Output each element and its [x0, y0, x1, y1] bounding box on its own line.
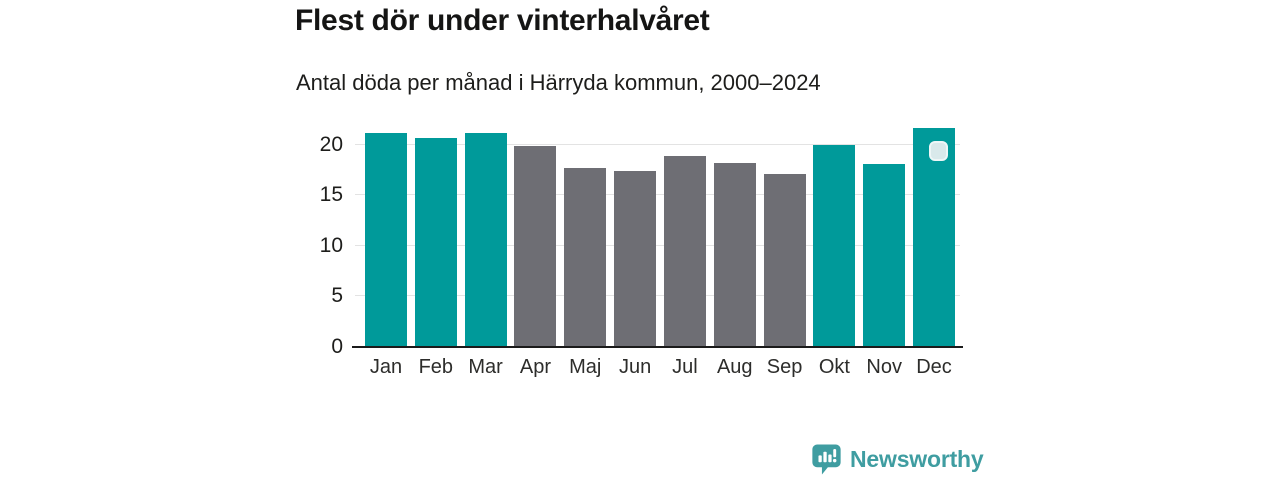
- bar-sep: [763, 173, 806, 347]
- newsworthy-logo-icon: [811, 443, 842, 476]
- bar-aug: [713, 162, 756, 347]
- chart-title: Flest dör under vinterhalvåret: [295, 4, 710, 37]
- plot-area: [352, 120, 963, 348]
- x-tick-label-okt: Okt: [818, 356, 850, 378]
- y-tick-label-20: 20: [319, 132, 343, 156]
- x-tick-label-aug: Aug: [716, 356, 753, 378]
- x-tick-label-jan: Jan: [369, 356, 403, 378]
- x-tick-label-sep: Sep: [766, 356, 803, 378]
- bar-okt: [813, 144, 856, 347]
- bar-feb: [414, 138, 457, 347]
- gridline-15: [355, 194, 960, 196]
- x-tick-label-maj: Maj: [569, 356, 602, 378]
- gridline-5: [355, 295, 960, 297]
- bar-jan: [365, 133, 407, 347]
- gridline-10: [355, 244, 960, 246]
- newsworthy-brand-link[interactable]: Newsworthy: [811, 443, 984, 476]
- chart-subtitle: Antal döda per månad i Härryda kommun, 2…: [296, 70, 821, 95]
- bar-apr: [514, 145, 557, 347]
- y-tick-label-5: 5: [331, 284, 343, 308]
- y-tick-label-0: 0: [331, 335, 343, 358]
- x-tick-label-feb: Feb: [418, 356, 454, 378]
- bar-jul: [663, 155, 706, 347]
- x-tick-label-dec: Dec: [916, 356, 952, 378]
- y-tick-label-10: 10: [319, 233, 343, 257]
- x-tick-label-jun: Jun: [618, 356, 652, 378]
- y-axis: 0 5 10 15 20: [285, 120, 343, 360]
- bar-dec: [913, 128, 956, 347]
- x-axis: Jan Feb Mar Apr Maj Jun Jul Aug Sep Okt Nov Dec: [355, 356, 960, 384]
- gridline-20: [355, 143, 960, 145]
- bar-annotation-marker: [929, 141, 948, 161]
- y-tick-label-15: 15: [319, 183, 343, 207]
- brand-name: Newsworthy: [850, 446, 984, 472]
- x-tick-label-jul: Jul: [672, 356, 698, 378]
- bar-maj: [564, 167, 607, 347]
- x-tick-label-nov: Nov: [866, 356, 902, 378]
- x-tick-label-apr: Apr: [519, 356, 552, 378]
- bar-jun: [614, 170, 657, 347]
- bar-mar: [464, 133, 507, 347]
- x-axis-line: [352, 346, 963, 348]
- bar-nov: [863, 163, 906, 347]
- x-tick-label-mar: Mar: [468, 356, 503, 378]
